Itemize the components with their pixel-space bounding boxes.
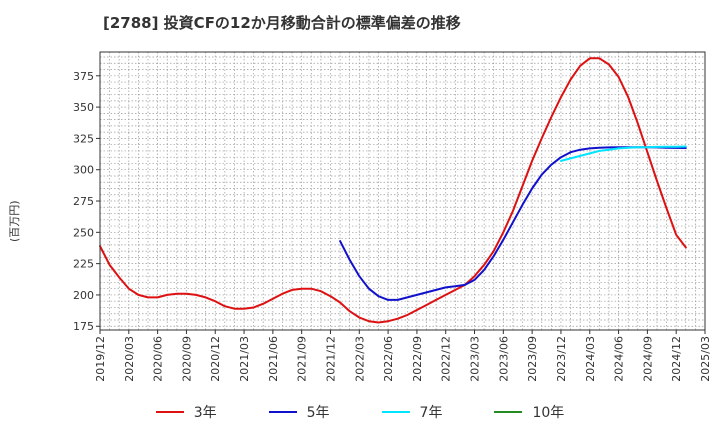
x-tick-label: 2023/03 xyxy=(469,336,482,382)
x-tick-label: 2024/06 xyxy=(613,336,626,382)
x-tick-label: 2022/09 xyxy=(411,336,424,382)
legend: 3年 5年 7年 10年 xyxy=(0,402,720,422)
y-tick-label: 300 xyxy=(73,164,94,177)
x-tick-label: 2025/03 xyxy=(699,336,712,382)
y-tick-label: 275 xyxy=(73,195,94,208)
x-tick-label: 2020/12 xyxy=(209,336,222,382)
y-tick-label: 325 xyxy=(73,132,94,145)
chart-title: [2788] 投資CFの12か月移動合計の標準偏差の推移 xyxy=(103,14,461,32)
x-tick-label: 2021/12 xyxy=(324,336,337,382)
x-tick-label: 2024/12 xyxy=(670,336,683,382)
x-tick-label: 2023/12 xyxy=(555,336,568,382)
y-tick-labels: 175 200 225 250 275 300 325 350 375 xyxy=(73,70,100,333)
x-tick-label: 2023/06 xyxy=(497,336,510,382)
x-tick-label: 2021/09 xyxy=(296,336,309,382)
x-tick-label: 2022/06 xyxy=(382,336,395,382)
series-line-7年 xyxy=(560,145,687,162)
x-tick-label: 2021/06 xyxy=(267,336,280,382)
legend-label: 10年 xyxy=(532,405,565,421)
x-tick-labels: 2019/12 2020/03 2020/06 2020/09 2020/12 2021/… xyxy=(94,330,712,382)
grid-lines xyxy=(99,52,706,330)
legend-item: 7年 xyxy=(381,402,443,422)
x-tick-label: 2024/09 xyxy=(641,336,654,382)
y-tick-label: 375 xyxy=(73,70,94,83)
x-tick-label: 2023/09 xyxy=(526,336,539,382)
legend-item: 10年 xyxy=(494,402,564,422)
y-tick-label: 225 xyxy=(73,258,94,271)
legend-swatch xyxy=(494,411,523,413)
legend-item: 3年 xyxy=(155,402,217,422)
y-tick-label: 350 xyxy=(73,101,94,114)
y-tick-label: 250 xyxy=(73,226,94,239)
x-tick-label: 2020/06 xyxy=(152,336,165,382)
x-tick-label: 2022/03 xyxy=(353,336,366,382)
x-tick-label: 2021/03 xyxy=(238,336,251,382)
x-tick-label: 2020/09 xyxy=(180,336,193,382)
legend-label: 3年 xyxy=(193,405,217,421)
x-tick-label: 2020/03 xyxy=(123,336,136,382)
y-tick-label: 175 xyxy=(73,320,94,333)
legend-item: 5年 xyxy=(268,402,330,422)
legend-label: 7年 xyxy=(419,405,443,421)
x-tick-label: 2024/03 xyxy=(584,336,597,382)
x-tick-label: 2019/12 xyxy=(94,336,107,382)
y-tick-label: 200 xyxy=(73,289,94,302)
legend-label: 5年 xyxy=(306,405,330,421)
series-lines xyxy=(99,57,687,324)
plot-frame xyxy=(99,51,706,331)
series-line-3年 xyxy=(99,57,687,324)
x-tick-label: 2022/12 xyxy=(440,336,453,382)
legend-swatch xyxy=(381,411,410,413)
legend-swatch xyxy=(155,411,184,413)
legend-swatch xyxy=(268,411,297,413)
